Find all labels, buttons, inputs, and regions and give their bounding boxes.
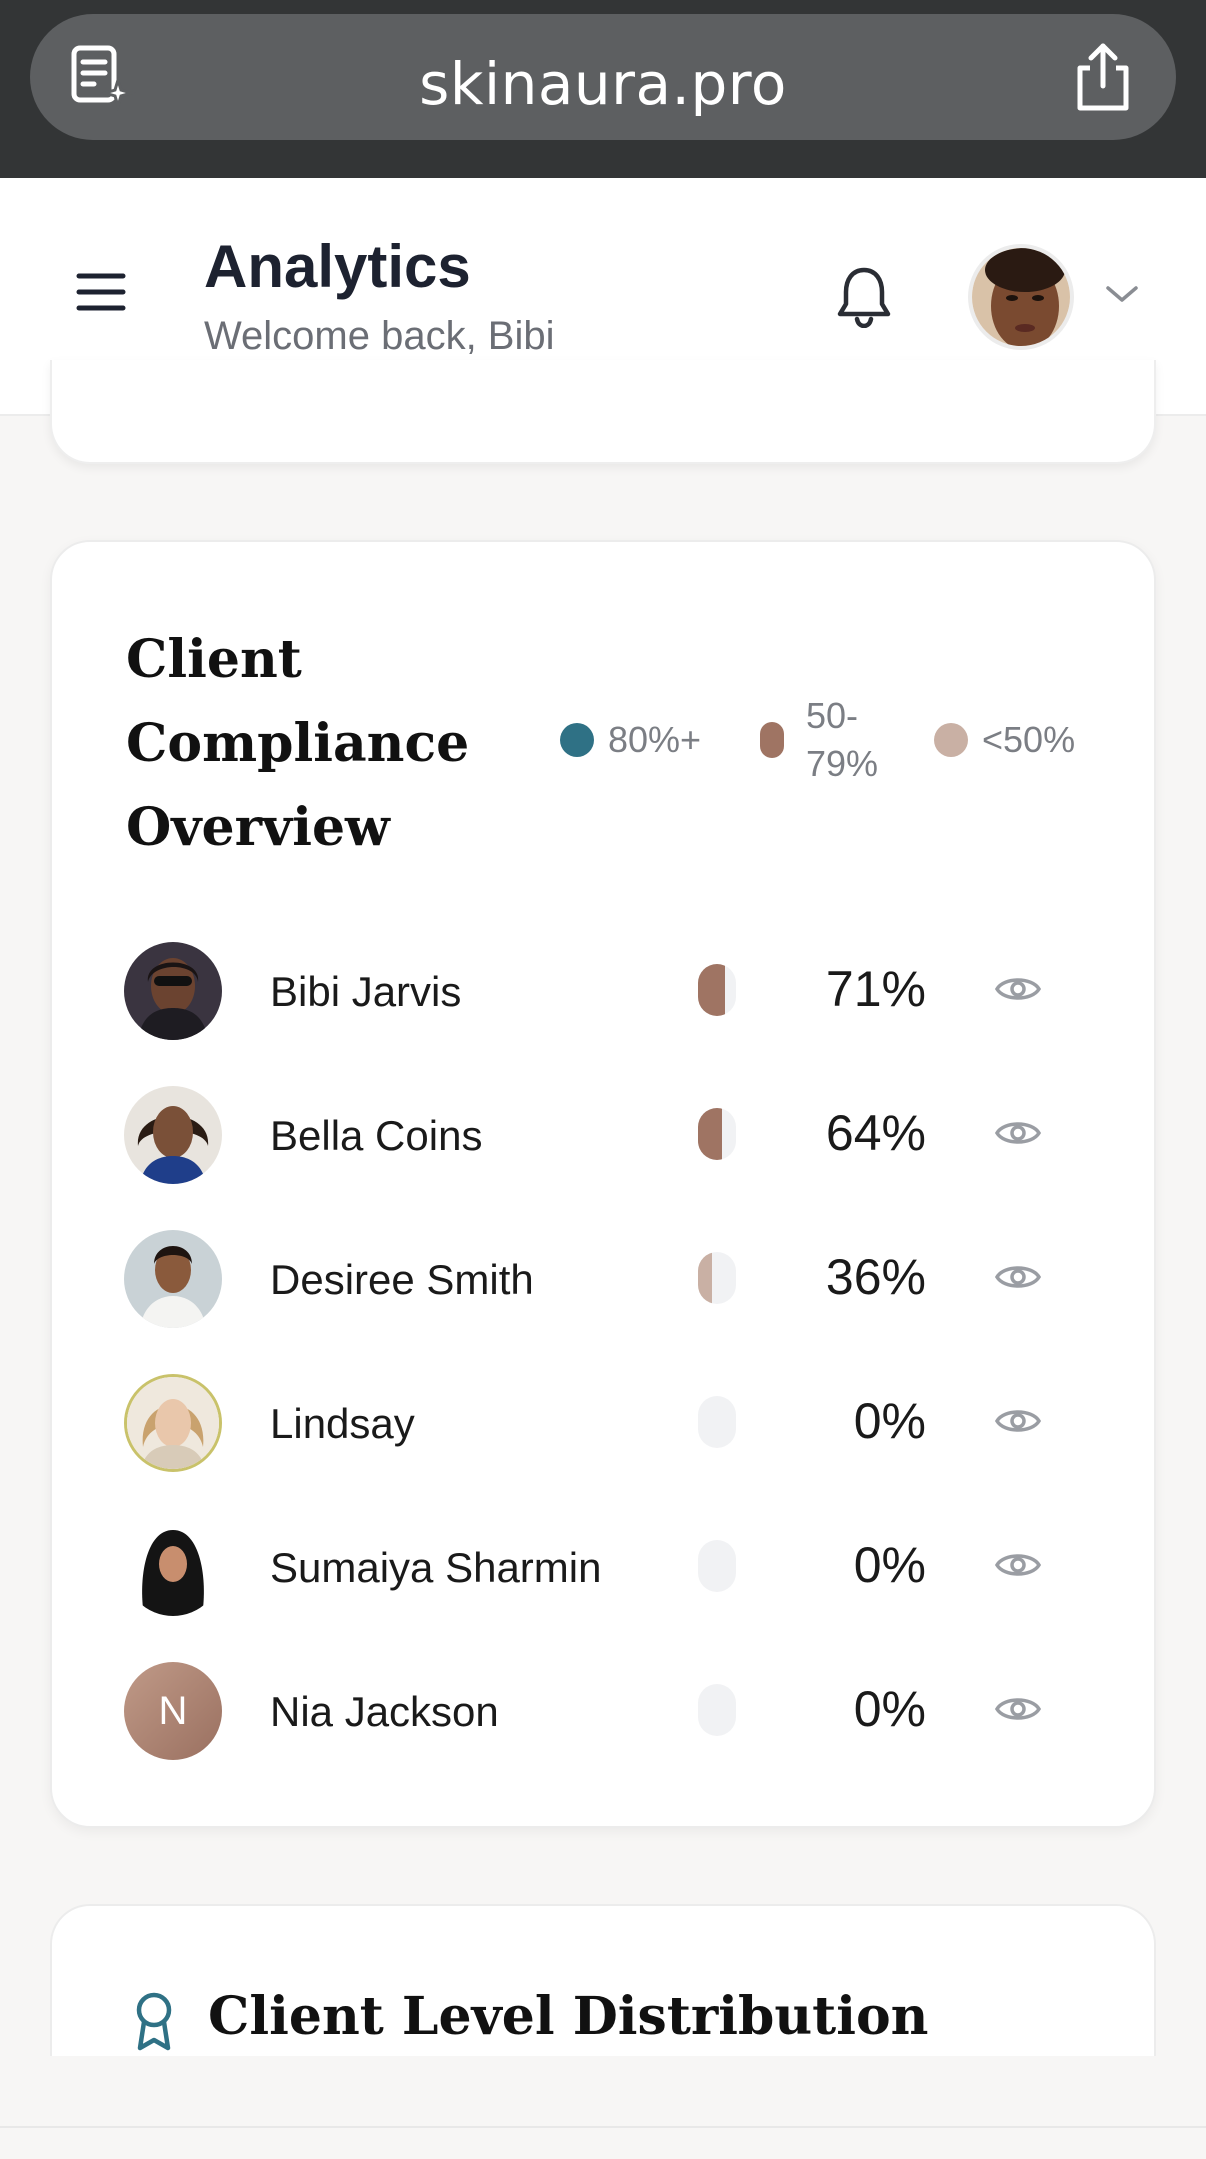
client-name: Lindsay bbox=[270, 1400, 415, 1447]
url-text[interactable]: skinaura.pro bbox=[419, 50, 787, 118]
legend-item-mid: 50-79% bbox=[760, 692, 896, 788]
compliance-fill bbox=[698, 1108, 723, 1160]
address-bar[interactable]: skinaura.pro bbox=[30, 14, 1176, 140]
client-percent: 71% bbox=[825, 961, 926, 1017]
legend-label: 50-79% bbox=[806, 695, 879, 784]
page-title: Analytics bbox=[204, 233, 471, 300]
client-avatar bbox=[124, 1230, 222, 1328]
legend-dot bbox=[560, 723, 594, 757]
legend-dot bbox=[934, 723, 968, 757]
legend-item-high: 80%+ bbox=[560, 716, 701, 764]
compliance-indicator bbox=[698, 1396, 736, 1448]
compliance-indicator bbox=[698, 1252, 736, 1304]
avatar-initial: N bbox=[158, 1688, 188, 1733]
previous-card bbox=[50, 360, 1156, 464]
user-avatar[interactable] bbox=[968, 244, 1074, 350]
compliance-indicator bbox=[698, 1540, 736, 1592]
compliance-fill bbox=[698, 1252, 712, 1304]
chevron-down-icon[interactable] bbox=[1104, 282, 1140, 306]
bottom-area bbox=[0, 2056, 1206, 2159]
page-subtitle: Welcome back, Bibi bbox=[204, 314, 555, 358]
client-avatar bbox=[124, 942, 222, 1040]
compliance-fill bbox=[698, 964, 725, 1016]
eye-icon[interactable] bbox=[994, 1692, 1042, 1726]
client-name: Desiree Smith bbox=[270, 1256, 534, 1303]
client-percent: 64% bbox=[825, 1105, 926, 1161]
client-row[interactable]: N Nia Jackson 0% bbox=[52, 1658, 1158, 1768]
bell-icon[interactable] bbox=[834, 264, 894, 328]
client-row[interactable]: Lindsay 0% bbox=[52, 1370, 1158, 1480]
client-name: Bibi Jarvis bbox=[270, 968, 462, 1015]
client-name: Sumaiya Sharmin bbox=[270, 1544, 602, 1591]
eye-icon[interactable] bbox=[994, 1548, 1042, 1582]
reader-mode-icon[interactable] bbox=[66, 42, 138, 114]
client-row[interactable]: Bella Coins 64% bbox=[52, 1082, 1158, 1192]
compliance-card: Client Compliance Overview 80%+ 50-79% <… bbox=[50, 540, 1156, 1828]
compliance-indicator bbox=[698, 1108, 736, 1160]
eye-icon[interactable] bbox=[994, 972, 1042, 1006]
compliance-indicator bbox=[698, 1684, 736, 1736]
compliance-indicator bbox=[698, 964, 736, 1016]
distribution-card: Client Level Distribution bbox=[50, 1904, 1156, 2074]
eye-icon[interactable] bbox=[994, 1404, 1042, 1438]
legend-item-low: <50% bbox=[934, 716, 1075, 764]
client-row[interactable]: Bibi Jarvis 71% bbox=[52, 938, 1158, 1048]
distribution-title: Client Level Distribution bbox=[208, 1986, 929, 2047]
client-avatar bbox=[124, 1086, 222, 1184]
compliance-title: Client Compliance Overview bbox=[126, 629, 470, 858]
client-row[interactable]: Desiree Smith 36% bbox=[52, 1226, 1158, 1336]
legend-label: 80%+ bbox=[608, 719, 702, 760]
browser-bar: skinaura.pro bbox=[0, 0, 1206, 178]
client-name: Bella Coins bbox=[270, 1112, 483, 1159]
eye-icon[interactable] bbox=[994, 1260, 1042, 1294]
hamburger-menu-icon[interactable] bbox=[76, 270, 126, 314]
client-row[interactable]: Sumaiya Sharmin 0% bbox=[52, 1514, 1158, 1624]
client-percent: 0% bbox=[853, 1537, 926, 1593]
eye-icon[interactable] bbox=[994, 1116, 1042, 1150]
client-avatar-initial: N bbox=[124, 1662, 222, 1760]
client-avatar bbox=[124, 1374, 222, 1472]
client-name: Nia Jackson bbox=[270, 1688, 499, 1735]
divider bbox=[0, 2126, 1206, 2128]
client-avatar bbox=[124, 1518, 222, 1616]
client-percent: 0% bbox=[853, 1393, 926, 1449]
award-icon bbox=[136, 1992, 172, 2051]
client-percent: 0% bbox=[853, 1681, 926, 1737]
legend-dot bbox=[760, 722, 784, 758]
legend-label: <50% bbox=[982, 719, 1076, 760]
share-icon[interactable] bbox=[1070, 40, 1136, 114]
client-percent: 36% bbox=[825, 1249, 926, 1305]
